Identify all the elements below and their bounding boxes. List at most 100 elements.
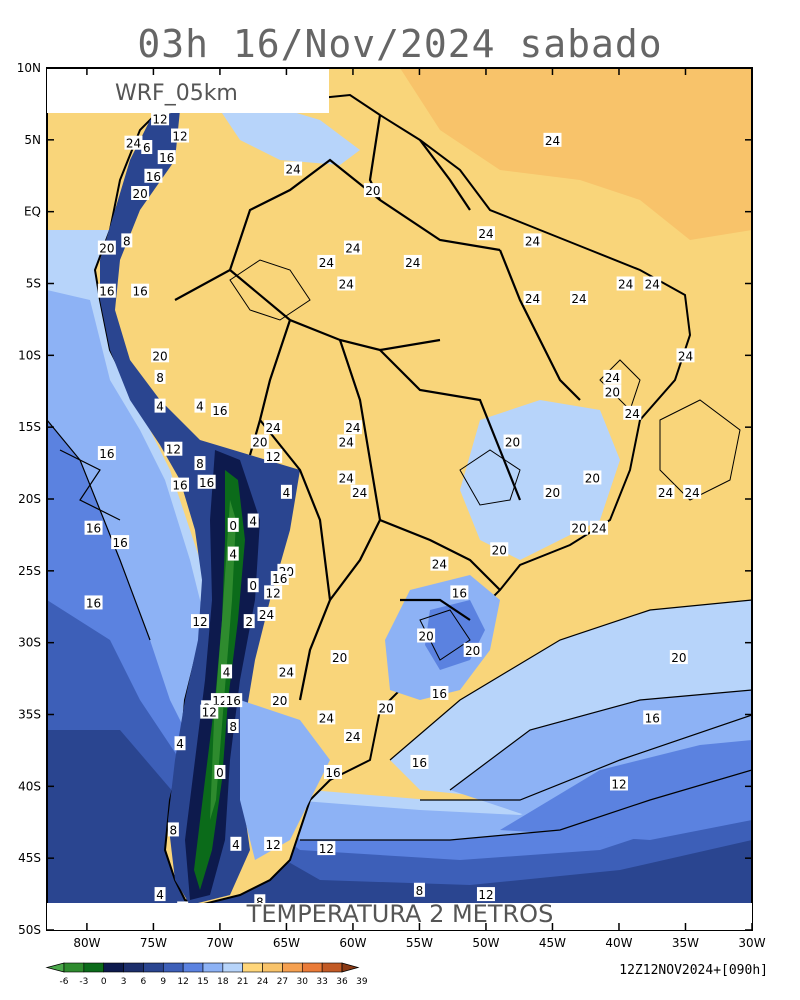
colorbar-label: 18 xyxy=(217,977,229,987)
contour-label: 12 xyxy=(478,888,493,902)
contour-label-bg xyxy=(337,434,356,449)
contour-label-bg xyxy=(194,398,206,413)
contour-label-bg xyxy=(603,369,622,384)
colorbar-label: 21 xyxy=(237,977,248,987)
contour-label-bg xyxy=(503,434,522,449)
contour-label: 24 xyxy=(605,371,620,385)
contour-label-bg xyxy=(603,384,622,399)
contour-label-bg xyxy=(264,585,283,600)
contour-label-bg xyxy=(84,595,103,610)
run-info-label: 12Z12NOV2024+[090h] xyxy=(619,963,768,978)
contour-label-bg xyxy=(343,420,362,435)
contour-label-bg xyxy=(343,240,362,255)
contour-label-bg xyxy=(164,441,183,456)
contour-label-bg xyxy=(141,140,153,155)
contour-label-bg xyxy=(190,614,209,629)
contour-label-bg xyxy=(197,474,216,489)
contour-label-bg xyxy=(230,836,242,851)
contour-label: 4 xyxy=(223,665,231,679)
contour-label: 8 xyxy=(416,884,424,898)
lon-label: 80W xyxy=(73,936,100,950)
contour-label: 16 xyxy=(432,687,447,701)
contour-label: 24 xyxy=(352,486,367,500)
contour-label: 6 xyxy=(143,141,151,155)
contour-label-bg xyxy=(224,693,243,708)
contour-label: 0 xyxy=(229,519,237,533)
colorbar-arrow-low xyxy=(45,962,65,973)
contour-label-bg xyxy=(430,685,449,700)
contour-label-bg xyxy=(284,161,303,176)
latitude-axis: 10N 5N EQ 5S 10S 15S 20S 25S 30S 35S 40S 45S 50S xyxy=(17,61,752,937)
colorbar-label: 39 xyxy=(356,977,368,987)
contour-label: 20 xyxy=(252,436,267,450)
contour-label: 24 xyxy=(279,665,294,679)
contour-label-bg xyxy=(669,650,688,665)
contour-label-bg xyxy=(200,704,219,719)
colorbar-label: 6 xyxy=(141,977,147,987)
contour-label-bg xyxy=(570,290,589,305)
colorbar-label: 36 xyxy=(336,977,348,987)
contour-label: 4 xyxy=(196,400,204,414)
lat-label: 35S xyxy=(18,708,41,722)
contour-label-bg xyxy=(463,642,482,657)
contour-label: 24 xyxy=(339,436,354,450)
contour-label: 16 xyxy=(226,694,241,708)
contour-label: 16 xyxy=(159,151,174,165)
hot-region-northeast xyxy=(400,68,752,240)
colorbar-label: 27 xyxy=(277,977,288,987)
contour-label: 12 xyxy=(166,443,181,457)
contour-label-bg xyxy=(221,664,233,679)
contour-label-bg xyxy=(277,664,296,679)
contour-label: 20 xyxy=(332,651,347,665)
contour-label-bg xyxy=(683,484,702,499)
country-borders xyxy=(174,114,581,701)
contour-label: 12 xyxy=(192,615,207,629)
contour-label: 16 xyxy=(452,586,467,600)
contour-label: 12 xyxy=(611,777,626,791)
contour-label-bg xyxy=(570,520,589,535)
contour-label-bg xyxy=(616,276,635,291)
contour-label-bg xyxy=(97,283,116,298)
colorbar-label: 0 xyxy=(101,977,107,987)
contour-label-bg xyxy=(270,571,289,586)
contour-label: 24 xyxy=(678,349,693,363)
contour-label: 8 xyxy=(123,234,131,248)
contour-label-bg xyxy=(323,764,342,779)
contour-label-bg xyxy=(167,822,179,837)
contour-label: 20 xyxy=(505,436,520,450)
lon-label: 70W xyxy=(206,936,233,950)
contour-label-bg xyxy=(476,887,495,902)
contour-label: 24 xyxy=(591,522,606,536)
contour-label-bg xyxy=(131,185,150,200)
contour-label: 12 xyxy=(319,842,334,856)
contour-label: 20 xyxy=(465,644,480,658)
colorbar-label: 24 xyxy=(257,977,269,987)
colorbar-label: 12 xyxy=(177,977,188,987)
contour-label: 8 xyxy=(256,895,264,909)
lat-label: 25S xyxy=(18,564,41,578)
colorbar-swatch xyxy=(103,962,124,973)
contour-label: 16 xyxy=(172,479,187,493)
contour-label: 16 xyxy=(86,596,101,610)
colorbar-swatch xyxy=(123,962,144,973)
contour-label: 16 xyxy=(199,476,214,490)
colorbar-arrow-high xyxy=(341,962,360,973)
colorbar-swatch xyxy=(321,962,343,973)
contour-label: 24 xyxy=(432,558,447,572)
contour-label: 12 xyxy=(202,706,217,720)
contour-label: 16 xyxy=(412,756,427,770)
lat-label: 30S xyxy=(18,636,41,650)
colorbar-label: 33 xyxy=(316,977,327,987)
andes-cold-strip xyxy=(100,110,300,905)
contour-label: 0 xyxy=(249,579,257,593)
contour-label-bg xyxy=(214,764,226,779)
lat-label: 45S xyxy=(18,851,41,865)
contour-label: 12 xyxy=(265,450,280,464)
contour-label-bg xyxy=(154,398,166,413)
contour-label-bg xyxy=(643,276,662,291)
contour-label-bg xyxy=(609,776,628,791)
contour-label: 2 xyxy=(245,615,253,629)
contour-label-bg xyxy=(337,276,356,291)
contour-label: 4 xyxy=(156,400,164,414)
